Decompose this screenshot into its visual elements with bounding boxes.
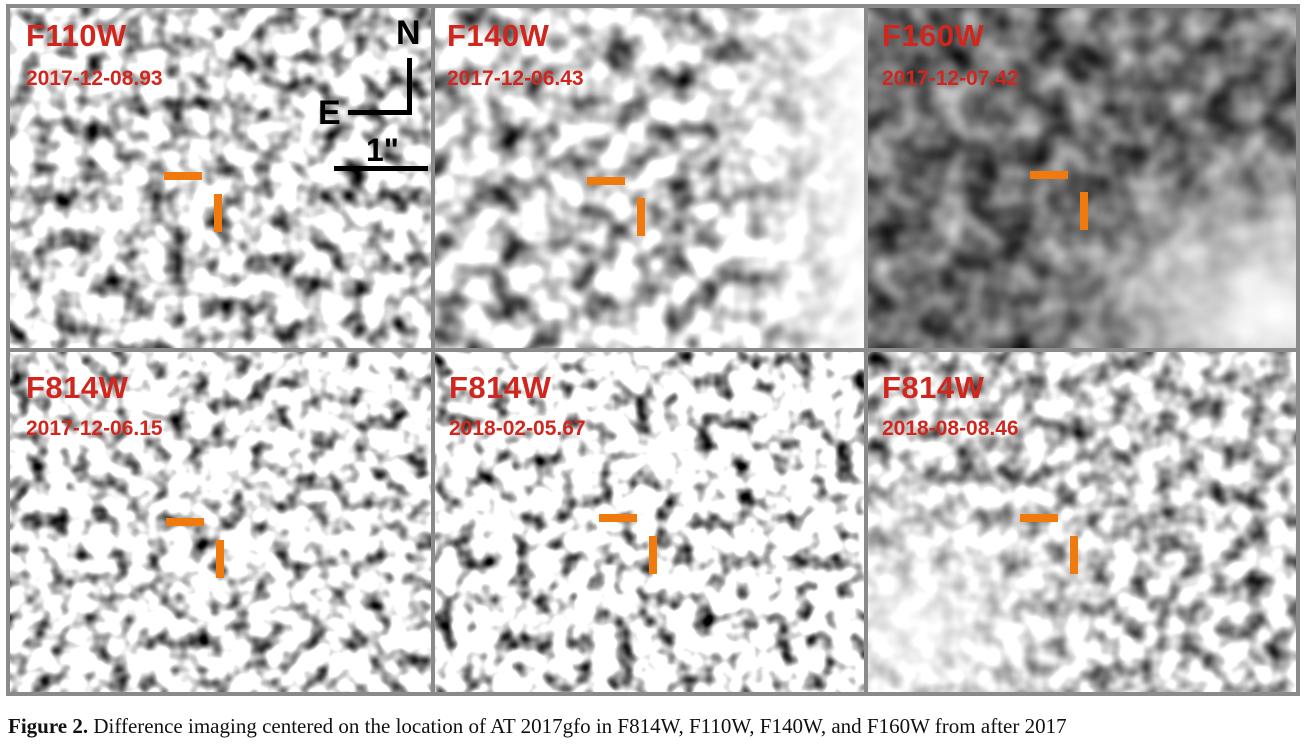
difference-image — [868, 8, 1296, 348]
north-label: N — [396, 16, 421, 50]
position-marker-horizontal — [587, 177, 625, 185]
position-marker-horizontal — [1030, 171, 1068, 179]
band-label: F814W — [449, 372, 551, 403]
position-marker-horizontal — [166, 518, 204, 526]
date-label: 2018-02-05.67 — [449, 418, 586, 439]
panel-f814w-2018-02-05: F814W 2018-02-05.67 — [435, 352, 864, 692]
figure-2: F110W 2017-12-08.93 N E 1" — [6, 4, 1300, 696]
caption-text: Difference imaging centered on the locat… — [93, 714, 1066, 738]
position-marker-vertical — [1080, 192, 1088, 230]
position-marker-vertical — [649, 536, 657, 574]
compass-rose: N E 1" — [300, 16, 430, 176]
position-marker-horizontal — [599, 514, 637, 522]
position-marker-vertical — [1070, 536, 1078, 574]
panel-f110w: F110W 2017-12-08.93 N E 1" — [10, 8, 431, 348]
band-label: F110W — [26, 20, 127, 51]
band-label: F140W — [447, 20, 549, 51]
position-marker-horizontal — [164, 172, 202, 180]
north-arrow — [407, 58, 412, 114]
figure-caption: Figure 2. Difference imaging centered on… — [8, 714, 1300, 739]
position-marker-vertical — [637, 198, 645, 236]
date-label: 2017-12-06.15 — [26, 418, 163, 439]
panel-f814w-2018-08-08: F814W 2018-08-08.46 — [868, 352, 1296, 692]
position-marker-horizontal — [1020, 514, 1058, 522]
band-label: F160W — [882, 20, 984, 51]
panel-f140w: F140W 2017-12-06.43 — [435, 8, 864, 348]
caption-label: Figure 2. — [8, 714, 88, 738]
band-label: F814W — [26, 372, 128, 403]
date-label: 2017-12-08.93 — [26, 68, 163, 89]
difference-image — [435, 8, 864, 348]
date-label: 2018-08-08.46 — [882, 418, 1019, 439]
date-label: 2017-12-07.42 — [882, 68, 1019, 89]
scale-bar — [334, 166, 428, 171]
panel-f814w-2017-12-06: F814W 2017-12-06.15 — [10, 352, 431, 692]
position-marker-vertical — [216, 540, 224, 578]
east-label: E — [318, 96, 341, 130]
panel-f160w: F160W 2017-12-07.42 — [868, 8, 1296, 348]
position-marker-vertical — [214, 194, 222, 232]
scale-label: 1" — [366, 134, 399, 166]
east-arrow — [348, 110, 412, 115]
band-label: F814W — [882, 372, 984, 403]
date-label: 2017-12-06.43 — [447, 68, 584, 89]
